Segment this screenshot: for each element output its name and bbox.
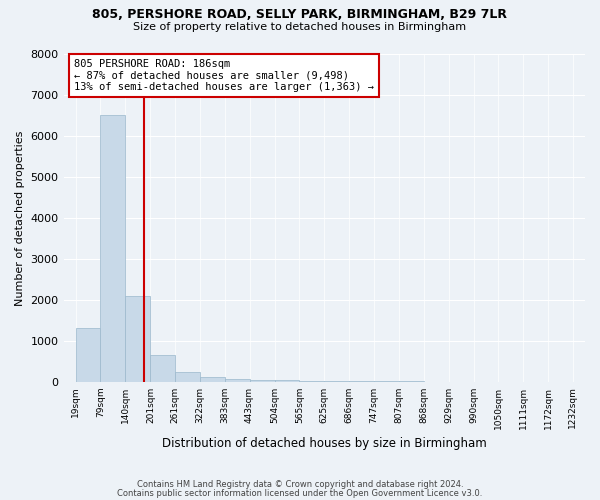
Y-axis label: Number of detached properties: Number of detached properties	[15, 130, 25, 306]
Bar	[175, 372, 200, 382]
Bar	[225, 379, 250, 382]
Text: Size of property relative to detached houses in Birmingham: Size of property relative to detached ho…	[133, 22, 467, 32]
Bar	[100, 116, 125, 382]
Text: 805, PERSHORE ROAD, SELLY PARK, BIRMINGHAM, B29 7LR: 805, PERSHORE ROAD, SELLY PARK, BIRMINGH…	[92, 8, 508, 20]
Text: Contains public sector information licensed under the Open Government Licence v3: Contains public sector information licen…	[118, 488, 482, 498]
Bar	[200, 377, 225, 382]
Text: Contains HM Land Registry data © Crown copyright and database right 2024.: Contains HM Land Registry data © Crown c…	[137, 480, 463, 489]
Bar	[250, 380, 275, 382]
Text: 805 PERSHORE ROAD: 186sqm
← 87% of detached houses are smaller (9,498)
13% of se: 805 PERSHORE ROAD: 186sqm ← 87% of detac…	[74, 59, 374, 92]
Bar	[151, 355, 175, 382]
Bar	[76, 328, 100, 382]
Bar	[125, 296, 151, 382]
X-axis label: Distribution of detached houses by size in Birmingham: Distribution of detached houses by size …	[162, 437, 487, 450]
Bar	[275, 380, 299, 382]
